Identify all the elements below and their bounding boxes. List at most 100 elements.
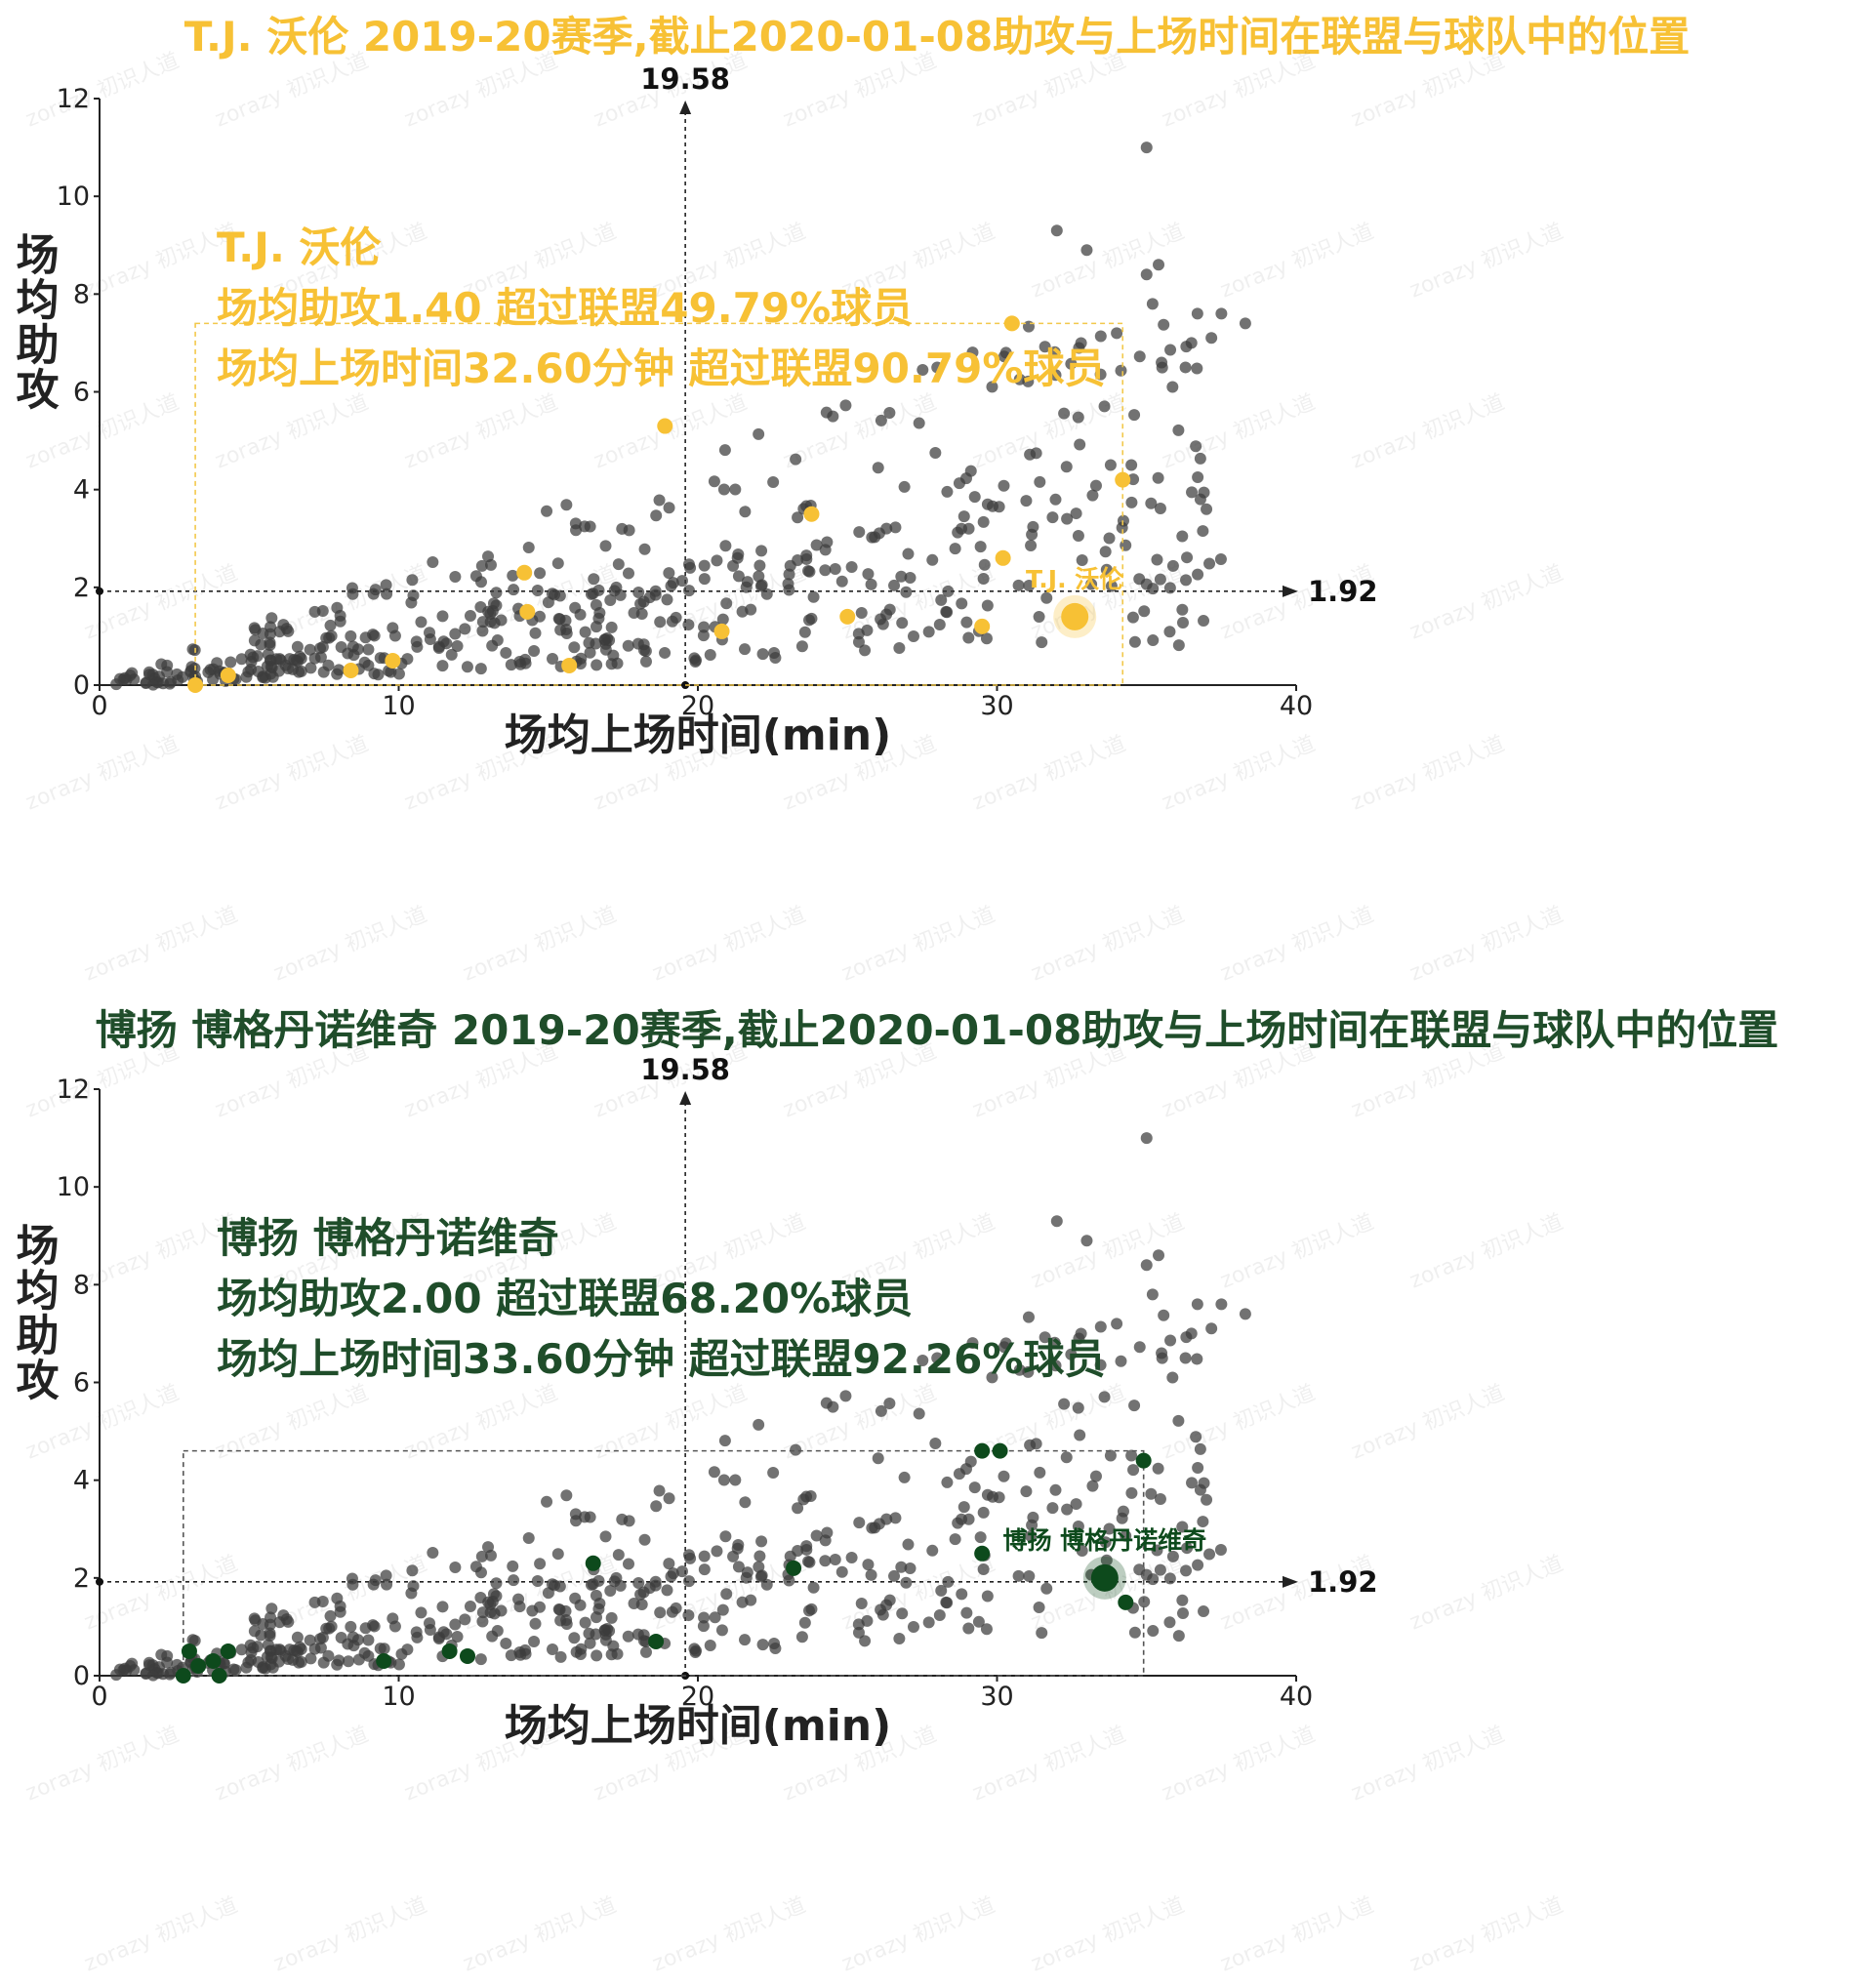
league-point (716, 613, 729, 626)
league-point (612, 558, 625, 571)
league-point (859, 644, 872, 657)
league-point (632, 1577, 645, 1590)
league-point (675, 575, 688, 588)
league-point (345, 1620, 357, 1633)
league-point (542, 1587, 554, 1600)
league-point (698, 1563, 711, 1576)
league-point (1060, 461, 1073, 473)
league-point (835, 575, 848, 588)
team-point (713, 623, 730, 639)
league-point (148, 1663, 161, 1676)
league-point (1152, 471, 1164, 484)
league-point (374, 1643, 387, 1655)
team-point (974, 618, 991, 634)
league-point (1070, 1498, 1082, 1511)
league-point (528, 644, 541, 657)
team-point (459, 1647, 475, 1664)
league-point (653, 494, 666, 507)
league-point (913, 417, 925, 429)
league-point (614, 1579, 627, 1592)
league-points (110, 142, 1251, 691)
league-point (372, 669, 385, 681)
league-point (110, 1669, 123, 1682)
league-point (1099, 546, 1112, 558)
league-point (880, 1513, 893, 1525)
league-point (740, 1571, 753, 1584)
league-point (661, 593, 673, 606)
league-point (839, 399, 852, 412)
league-point (852, 1626, 865, 1639)
league-point (981, 599, 994, 612)
league-point (1089, 479, 1102, 492)
watermark-text: zorazy 初识人道 (969, 49, 1129, 133)
team-points (187, 315, 1131, 693)
league-point (986, 1371, 998, 1384)
league-point (1061, 512, 1074, 525)
watermark-text: zorazy 初识人道 (1348, 1723, 1508, 1806)
league-point (639, 655, 652, 668)
league-point (359, 1622, 372, 1635)
league-point (1153, 259, 1165, 271)
league-point (259, 1662, 271, 1675)
league-point (1176, 1607, 1189, 1620)
league-point (367, 1578, 380, 1591)
league-point (381, 588, 393, 600)
watermark-text: zorazy 初识人道 (780, 49, 940, 133)
league-point (611, 1647, 624, 1660)
league-point (845, 1552, 858, 1564)
league-point (803, 565, 816, 578)
league-point (756, 1639, 769, 1651)
league-point (855, 607, 868, 620)
league-point (427, 1547, 439, 1560)
league-point (334, 609, 346, 622)
league-point (1048, 345, 1061, 358)
league-point (1163, 1572, 1176, 1585)
league-point (388, 629, 401, 642)
league-point (331, 668, 344, 680)
league-point (957, 510, 970, 523)
league-point (1117, 1505, 1129, 1518)
league-point (962, 1622, 975, 1635)
league-point (663, 1558, 675, 1570)
league-point (883, 1594, 896, 1606)
league-point (792, 1502, 804, 1515)
league-point (800, 552, 813, 565)
league-point (875, 1404, 887, 1417)
league-point (500, 1637, 512, 1649)
league-point (896, 617, 909, 629)
league-point (962, 631, 975, 644)
league-point (279, 1649, 292, 1662)
league-point (1012, 579, 1025, 591)
league-point (942, 1575, 955, 1588)
league-point (708, 1466, 720, 1479)
league-point (1094, 1359, 1107, 1371)
league-point (553, 1603, 566, 1616)
league-point (314, 1642, 327, 1654)
league-point (317, 1656, 330, 1669)
league-point (1166, 559, 1179, 572)
league-point (345, 629, 357, 642)
league-point (304, 643, 316, 656)
league-point (507, 1560, 519, 1572)
league-point (1022, 1365, 1035, 1378)
league-point (1154, 1493, 1166, 1506)
league-point (244, 1639, 257, 1651)
league-point (334, 1600, 346, 1612)
league-point (654, 616, 667, 629)
league-point (949, 543, 961, 555)
watermark-text: zorazy 初识人道 (22, 49, 183, 133)
league-point (941, 1597, 954, 1609)
league-point (1128, 1626, 1141, 1639)
watermark-text: zorazy 初识人道 (1159, 732, 1319, 816)
ref-arrow-up (679, 1091, 692, 1105)
x-tick-label: 10 (382, 691, 415, 721)
league-point (1191, 1353, 1203, 1365)
league-point (427, 556, 439, 569)
league-point (839, 1390, 852, 1402)
watermark-text: zorazy 初识人道 (1406, 903, 1567, 987)
league-point (410, 1626, 423, 1639)
league-point (406, 1564, 419, 1577)
league-point (1046, 1502, 1059, 1515)
league-point (883, 603, 896, 616)
league-point (126, 1657, 139, 1670)
